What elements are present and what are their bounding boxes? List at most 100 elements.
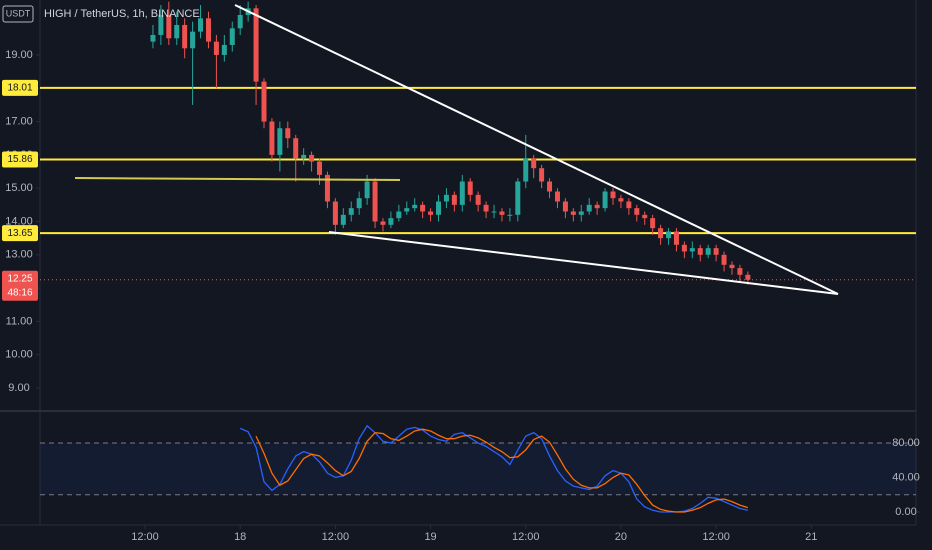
candle-body xyxy=(626,201,632,209)
chart-title: HIGH / TetherUS, 1h, BINANCE xyxy=(44,8,200,20)
candle-body xyxy=(562,201,568,212)
candle-body xyxy=(221,44,227,55)
candle-body xyxy=(475,194,481,205)
candle-body xyxy=(158,14,164,35)
candle-body xyxy=(515,181,521,215)
candle-body xyxy=(412,204,418,209)
x-tick-label: 20 xyxy=(615,531,627,543)
candle-body xyxy=(372,181,378,222)
candle-body xyxy=(182,24,188,49)
level-label-box xyxy=(2,79,38,96)
level-label-box xyxy=(2,151,38,168)
labels: 9.0010.0011.0012.0013.0014.0015.0016.001… xyxy=(2,49,817,543)
candle-body xyxy=(658,228,664,239)
candle-body xyxy=(150,34,156,42)
x-tick-label: 12:00 xyxy=(131,531,159,543)
countdown: 48:16 xyxy=(7,287,32,298)
y-tick-label: 11.00 xyxy=(6,315,33,327)
candle-body xyxy=(539,168,545,182)
stoch-line xyxy=(239,424,748,513)
candle-body xyxy=(277,128,283,155)
candle-body xyxy=(443,194,449,202)
candle-body xyxy=(594,204,600,209)
x-tick-label: 12:00 xyxy=(322,531,350,543)
x-tick-label: 19 xyxy=(424,531,436,543)
candle-body xyxy=(451,194,457,205)
currency-box xyxy=(2,5,34,23)
y-tick-label: 13.00 xyxy=(5,249,33,261)
candle-body xyxy=(309,154,315,162)
y2-tick-label: 40.00 xyxy=(892,471,920,483)
stoch-pane: 0.00 40.00 80.00 xyxy=(40,424,920,518)
candle-body xyxy=(634,208,640,215)
candle-body xyxy=(261,81,267,122)
candle-body xyxy=(689,248,695,252)
candle-body xyxy=(570,211,576,215)
candle-body xyxy=(586,204,592,212)
level-label: 13.65 xyxy=(7,228,32,239)
candle-body xyxy=(356,198,362,209)
candle-body xyxy=(491,211,497,213)
y2-tick-label: 80.00 xyxy=(892,437,920,449)
candle-body xyxy=(174,24,180,39)
candle-body xyxy=(602,191,608,209)
candle-body xyxy=(324,174,330,202)
candle-body xyxy=(213,41,219,55)
last-price-box xyxy=(2,270,38,301)
candle-body xyxy=(404,208,410,212)
candle-body xyxy=(229,28,235,45)
x-tick-label: 12:00 xyxy=(512,531,540,543)
y-tick-label: 15.00 xyxy=(5,182,33,194)
candle-body xyxy=(507,214,513,216)
y-tick-label: 9.00 xyxy=(8,382,29,394)
x-tick-label: 12:00 xyxy=(702,531,730,543)
band-fill xyxy=(40,443,916,495)
candle-body xyxy=(745,274,751,280)
candle-body xyxy=(428,211,434,215)
candle-body xyxy=(650,218,656,229)
last-price-label: 12.25 xyxy=(7,273,32,284)
candle-body xyxy=(697,248,703,255)
candle-body xyxy=(285,128,291,139)
candle-body xyxy=(237,14,243,29)
candle-body xyxy=(554,191,560,202)
candle-body xyxy=(547,181,553,192)
candle-body xyxy=(301,154,307,159)
level-label-box xyxy=(2,225,38,242)
candle-body xyxy=(729,264,735,269)
trend-line xyxy=(234,4,839,295)
candle-body xyxy=(713,248,719,255)
main-pane xyxy=(40,1,916,285)
candle-body xyxy=(459,181,465,205)
y-tick-label: 19.00 xyxy=(5,49,33,61)
candle-body xyxy=(673,231,679,245)
candle-body xyxy=(340,214,346,225)
candle-body xyxy=(483,204,489,212)
candle-body xyxy=(198,18,204,32)
candle-body xyxy=(499,211,505,215)
candle-body xyxy=(435,201,441,215)
level-label: 15.86 xyxy=(7,154,32,165)
candle-body xyxy=(618,198,624,202)
candle-body xyxy=(737,268,743,275)
candle-body xyxy=(253,8,259,82)
y2-tick-label: 0.00 xyxy=(895,506,916,518)
candle-body xyxy=(348,208,354,215)
candle-body xyxy=(317,161,323,175)
trend-line xyxy=(74,177,401,181)
candle-body xyxy=(293,138,299,159)
y-tick-label: 14.00 xyxy=(5,215,33,227)
candle-body xyxy=(531,158,537,169)
candle-body xyxy=(420,204,426,212)
candle-body xyxy=(396,211,402,219)
candle-body xyxy=(666,231,672,239)
candle-body xyxy=(166,14,172,39)
candle-body xyxy=(190,31,196,49)
trend-line xyxy=(328,231,839,295)
candle-body xyxy=(642,214,648,219)
candle-body xyxy=(380,221,386,225)
x-tick-label: 18 xyxy=(234,531,246,543)
candle-body xyxy=(578,211,584,215)
